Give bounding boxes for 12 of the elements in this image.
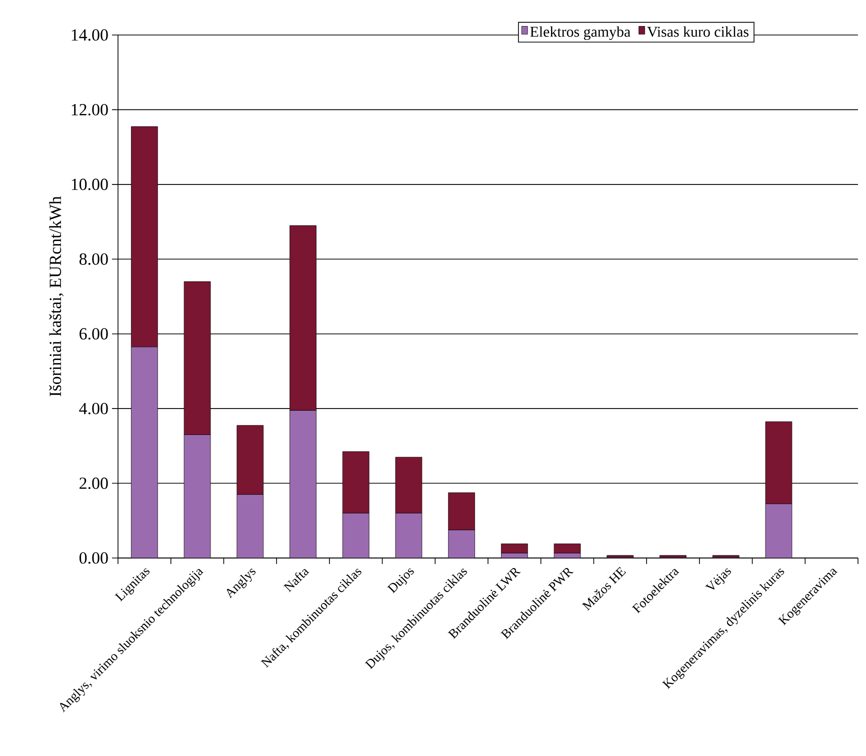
y-axis-title: Išoriniai kaštai, EURcnt/kWh [49, 196, 64, 396]
x-tick-label: Vėjas [705, 568, 731, 590]
y-tick-label: 14.00 [72, 29, 108, 41]
y-tick-label: 12.00 [72, 104, 108, 116]
y-tick-label: 4.00 [79, 402, 108, 414]
y-tick-label: 8.00 [79, 253, 108, 265]
legend-label: Visas kuro ciklas [647, 26, 748, 37]
y-tick-label: 2.00 [80, 478, 108, 490]
y-tick-label: 0.00 [79, 552, 108, 564]
legend-label: Elektros gamyba [530, 26, 630, 40]
y-tick-label: 6.00 [80, 328, 108, 340]
y-tick-label: 10.00 [72, 178, 108, 190]
